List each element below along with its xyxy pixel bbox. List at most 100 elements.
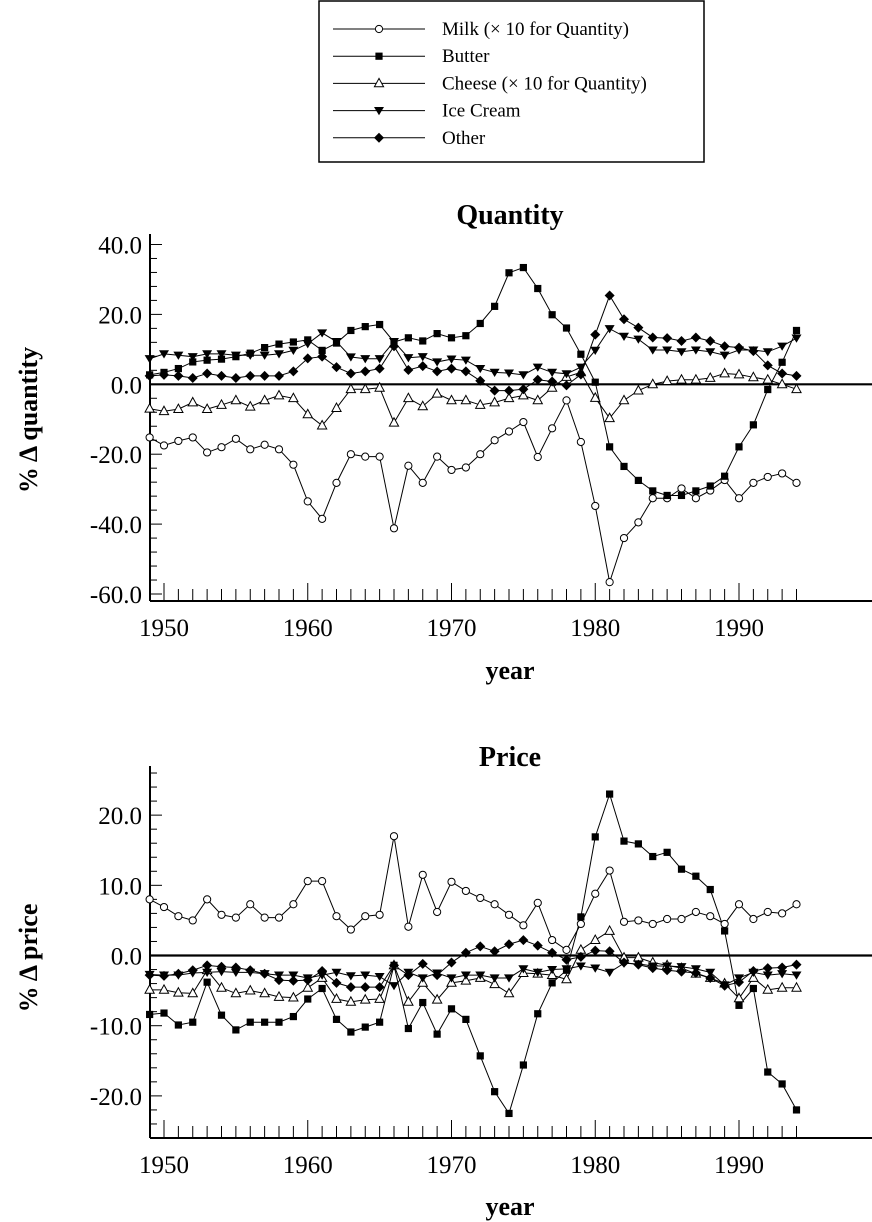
data-point-triangle-down-filled <box>504 974 514 983</box>
data-point-diamond-filled <box>389 960 399 971</box>
data-point-circle-open <box>447 877 456 886</box>
series-line-square-filled <box>149 266 797 496</box>
data-point-triangle-down-filled <box>360 971 371 980</box>
data-point-circle-open <box>203 448 212 457</box>
data-point-circle-open <box>174 912 183 921</box>
data-point-triangle-down-filled <box>532 363 543 372</box>
data-point-square-filled <box>476 319 484 328</box>
data-point-square-filled <box>677 865 686 873</box>
data-point-circle-open <box>274 445 284 454</box>
data-point-diamond-filled <box>345 982 356 993</box>
data-point-diamond-filled <box>590 329 601 340</box>
data-point-diamond-filled <box>690 332 701 343</box>
data-point-diamond-filled <box>777 962 788 973</box>
data-point-triangle-up-open <box>561 973 572 984</box>
data-point-square-filled <box>361 323 369 331</box>
data-point-triangle-up-open <box>216 398 227 409</box>
data-point-triangle-down-filled <box>230 351 241 360</box>
data-point-diamond-filled <box>302 353 313 364</box>
data-point-diamond-filled <box>302 975 313 986</box>
data-point-square-filled <box>519 1061 527 1069</box>
data-point-triangle-down-filled <box>389 982 399 991</box>
data-point-diamond-filled <box>604 946 615 957</box>
data-point-square-filled <box>792 326 801 335</box>
data-point-diamond-filled <box>633 322 644 333</box>
data-point-circle-open <box>260 913 269 922</box>
data-point-diamond-filled <box>216 370 227 381</box>
data-point-triangle-down-filled <box>475 971 486 980</box>
data-point-square-filled <box>749 421 757 429</box>
data-point-circle-open <box>174 436 183 446</box>
data-point-square-filled <box>577 913 585 921</box>
data-point-circle-open <box>318 514 327 523</box>
data-point-circle-open <box>734 900 744 909</box>
data-point-diamond-filled <box>604 290 615 301</box>
data-point-diamond-filled <box>690 968 701 979</box>
data-point-circle-open <box>519 417 528 427</box>
data-point-square-filled <box>778 358 786 366</box>
data-point-triangle-down-filled <box>561 370 572 379</box>
data-point-diamond-filled <box>288 366 299 377</box>
data-point-diamond-filled <box>676 966 687 977</box>
y-tick-label: 0.0 <box>111 944 142 971</box>
data-point-diamond-filled <box>317 351 328 362</box>
data-point-circle-open <box>591 889 600 898</box>
y-tick-label: -60.0 <box>90 582 142 609</box>
data-point-circle-open <box>605 578 614 587</box>
data-point-triangle-down-filled <box>705 348 716 357</box>
data-point-square-filled <box>778 1080 786 1088</box>
data-point-triangle-down-filled <box>159 350 169 359</box>
data-point-diamond-filled <box>547 947 558 958</box>
data-point-circle-open <box>145 895 154 904</box>
data-point-square-filled <box>419 998 427 1007</box>
series-line-square-filled <box>149 792 797 1115</box>
data-point-square-filled <box>706 482 714 490</box>
data-point-triangle-down-filled <box>173 351 184 360</box>
data-point-triangle-up-open <box>517 389 529 400</box>
data-point-diamond-filled <box>532 374 543 385</box>
data-point-square-filled <box>606 790 614 798</box>
data-point-triangle-down-filled <box>518 965 529 974</box>
data-point-circle-open <box>677 914 686 924</box>
data-point-circle-open <box>203 895 212 904</box>
data-point-triangle-up-open <box>158 983 170 994</box>
data-point-triangle-up-open <box>172 986 184 997</box>
data-point-square-filled <box>174 364 182 373</box>
data-point-triangle-down-filled <box>561 965 572 974</box>
data-point-triangle-up-open <box>417 400 429 411</box>
data-point-square-filled <box>735 443 743 451</box>
data-point-triangle-up-open <box>474 398 486 409</box>
data-point-diamond-filled <box>489 385 500 396</box>
data-point-square-filled <box>749 984 757 993</box>
data-point-circle-open <box>562 945 571 954</box>
x-axis-title-price: year <box>485 1192 534 1221</box>
y-tick-label: 20.0 <box>98 302 142 329</box>
data-point-triangle-up-open <box>287 991 299 1002</box>
data-point-triangle-up-open <box>201 403 213 414</box>
data-point-square-filled <box>347 326 355 335</box>
data-point-diamond-filled <box>791 370 802 381</box>
data-point-triangle-down-filled <box>245 351 256 360</box>
data-point-triangle-up-open <box>546 969 558 980</box>
data-point-square-filled <box>347 1028 355 1036</box>
data-point-triangle-up-open <box>690 373 702 384</box>
series-line-triangle-down-filled <box>149 962 797 987</box>
data-point-triangle-up-open <box>733 992 745 1003</box>
data-point-circle-open <box>461 463 470 472</box>
x-tick-label: 1970 <box>427 1152 477 1179</box>
data-point-diamond-filled <box>230 373 241 384</box>
data-point-triangle-up-open <box>230 987 242 998</box>
data-point-circle-open <box>548 424 557 433</box>
data-point-square-filled <box>562 324 571 332</box>
data-point-circle-open <box>346 450 355 459</box>
data-point-diamond-filled <box>705 335 716 346</box>
series-line-circle-open <box>149 836 797 951</box>
data-point-square-filled <box>634 840 642 848</box>
data-point-circle-open <box>188 433 197 442</box>
series-line-diamond-filled <box>149 939 797 988</box>
data-point-triangle-up-open <box>776 378 788 389</box>
x-tick-label: 1980 <box>570 1152 620 1179</box>
data-point-triangle-down-filled <box>705 968 716 977</box>
data-point-square-filled <box>663 848 671 856</box>
data-point-triangle-up-open <box>647 378 659 389</box>
